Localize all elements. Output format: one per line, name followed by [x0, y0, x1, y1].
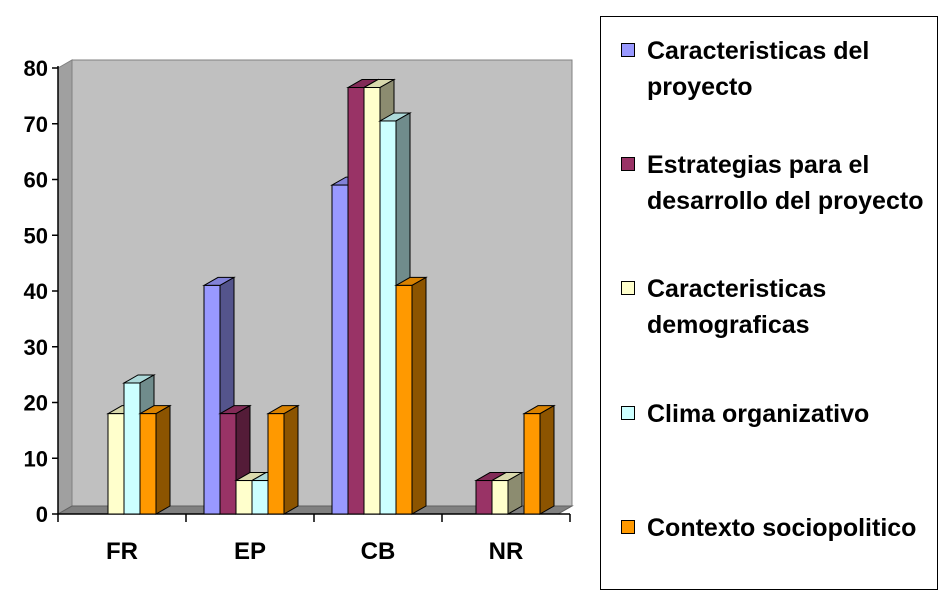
y-tick-label-30: 30: [24, 335, 48, 360]
legend-label-caracteristicas-demograficas: Caracteristicas demograficas: [647, 275, 827, 339]
y-tick-label-60: 60: [24, 168, 48, 193]
bar-ep-estrategias-para-el-desa: [219, 413, 237, 515]
y-tick-label-70: 70: [24, 112, 48, 137]
legend: Caracteristicas del proyecto Estrategias…: [600, 16, 938, 590]
y-tick-label-0: 0: [36, 502, 48, 527]
bar-cb-estrategias-para-el-desa: [347, 87, 365, 515]
y-tick-label-80: 80: [24, 56, 48, 81]
bar-ep-caracteristicas-del-proy: [203, 284, 221, 515]
plot-side-wall: [57, 59, 73, 515]
y-tick-label-20: 20: [24, 391, 48, 416]
legend-label-clima-organizativo: Clima organizativo: [647, 400, 870, 428]
bar-nr-contexto-sociopolitico: [523, 413, 541, 515]
bar-fr-contexto-sociopolitico: [139, 413, 157, 515]
bar-ep-clima-organizativo: [251, 480, 269, 515]
bar-cb-contexto-sociopolitico-side: [411, 276, 427, 515]
bar-cb-contexto-sociopolitico: [395, 284, 413, 515]
legend-swatch-caracteristicas-del-proyecto: [621, 43, 635, 57]
bar-cb-caracteristicas-demograf: [363, 87, 381, 515]
bar-fr-clima-organizativo: [123, 382, 141, 515]
bar-fr-caracteristicas-demograf: [107, 413, 125, 515]
x-category-label-cb: CB: [361, 538, 396, 565]
legend-swatch-caracteristicas-demograficas: [621, 281, 635, 295]
y-tick-label-50: 50: [24, 223, 48, 248]
legend-label-caracteristicas-del-proyecto: Caracteristicas del proyecto: [647, 37, 870, 101]
bar-ep-caracteristicas-demograf: [235, 480, 253, 515]
bar-fr-contexto-sociopolitico-side: [155, 404, 171, 515]
bar-cb-clima-organizativo: [379, 120, 397, 515]
x-category-label-nr: NR: [489, 538, 524, 565]
bar-nr-contexto-sociopolitico-side: [539, 404, 555, 515]
legend-swatch-contexto-sociopolitico: [621, 520, 635, 534]
bar-ep-contexto-sociopolitico-side: [283, 404, 299, 515]
bar-nr-estrategias-para-el-desa: [475, 480, 493, 515]
y-tick-label-40: 40: [24, 279, 48, 304]
legend-swatch-estrategias: [621, 157, 635, 171]
bar-chart: 0 10 20 30 40 50 60 70 80 FR EP CB NR: [24, 56, 574, 565]
bar-ep-contexto-sociopolitico: [267, 413, 285, 515]
x-category-label-fr: FR: [106, 538, 138, 565]
legend-label-contexto-sociopolitico: Contexto sociopolitico: [647, 514, 917, 542]
bar-nr-caracteristicas-demograf: [491, 480, 509, 515]
legend-label-estrategias: Estrategias para el desarrollo del proye…: [647, 151, 924, 215]
x-category-label-ep: EP: [234, 538, 266, 565]
y-tick-label-10: 10: [24, 446, 48, 471]
bar-cb-caracteristicas-del-proy: [331, 184, 349, 515]
legend-swatch-clima-organizativo: [621, 406, 635, 420]
